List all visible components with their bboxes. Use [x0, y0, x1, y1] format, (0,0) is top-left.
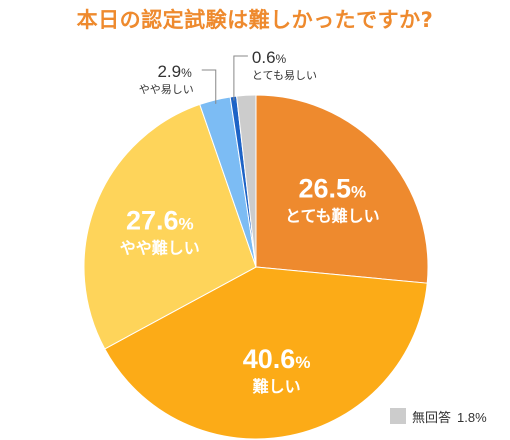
slice-value-label: 27.6%	[126, 206, 194, 236]
slice-value-label: 26.5%	[298, 174, 366, 204]
slice-category-label: とても易しい	[252, 69, 317, 82]
callout-line	[233, 55, 248, 101]
pie-slice-1	[104, 266, 428, 440]
pie-slice-0	[255, 94, 429, 284]
slice-category-label: やや難しい	[120, 239, 200, 258]
slice-value-label: 0.6%	[252, 48, 287, 67]
pie-slice-2	[83, 103, 257, 350]
slice-category-label: やや易しい	[139, 83, 194, 96]
callout-line	[201, 69, 217, 104]
pie-slice-5	[236, 94, 257, 268]
legend-swatch	[390, 408, 406, 424]
slice-category-label: とても難しい	[285, 207, 380, 226]
chart-title: 本日の認定試験は難しかったですか?	[76, 8, 434, 32]
slice-category-label: 難しい	[253, 377, 301, 396]
legend-label: 無回答 1.8%	[412, 410, 487, 425]
slice-value-label: 40.6%	[243, 344, 311, 374]
slice-value-label: 2.9%	[157, 62, 192, 81]
